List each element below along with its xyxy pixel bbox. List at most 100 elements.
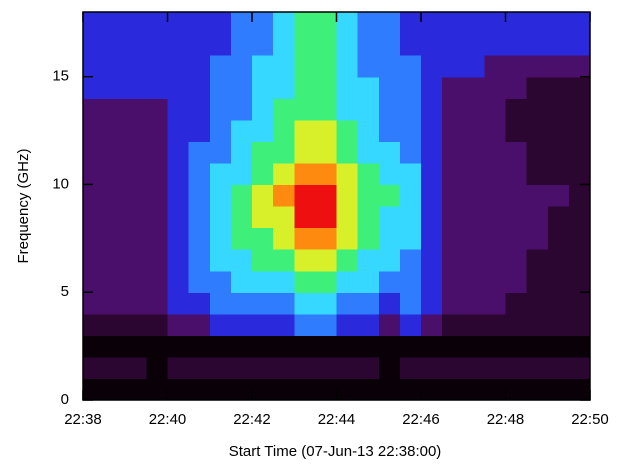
- cell: [484, 119, 507, 142]
- cell: [83, 33, 105, 56]
- cell: [526, 313, 549, 336]
- cell: [547, 55, 570, 78]
- cell: [315, 12, 338, 35]
- cell: [125, 33, 147, 56]
- cell: [167, 206, 190, 229]
- cell: [188, 98, 211, 121]
- cell: [336, 33, 359, 56]
- cell: [484, 141, 507, 164]
- cell: [378, 292, 401, 315]
- cell: [399, 270, 422, 293]
- cell: [83, 313, 105, 336]
- cell: [273, 292, 295, 315]
- cell: [146, 76, 169, 99]
- cell: [547, 249, 570, 272]
- cell: [505, 313, 528, 336]
- cell: [315, 162, 338, 186]
- cell: [421, 249, 443, 272]
- cell: [83, 76, 105, 99]
- cell: [83, 335, 105, 358]
- cell: [273, 249, 295, 272]
- cell: [315, 55, 338, 78]
- cell: [505, 76, 528, 99]
- cell: [315, 227, 338, 250]
- cell: [188, 119, 211, 142]
- cell: [463, 292, 485, 315]
- cell: [315, 249, 338, 272]
- cell: [230, 335, 253, 358]
- cell: [83, 292, 105, 315]
- y-axis-label: Frequency (GHz): [15, 148, 32, 263]
- cell: [336, 141, 359, 164]
- cell: [484, 12, 507, 35]
- cell: [294, 141, 316, 164]
- cell: [378, 249, 401, 272]
- cell: [104, 33, 126, 56]
- cell: [167, 292, 190, 315]
- cell: [442, 12, 464, 35]
- cell: [188, 33, 211, 56]
- cell: [505, 98, 528, 121]
- cell: [378, 227, 401, 250]
- cell: [104, 98, 126, 121]
- cell: [167, 227, 190, 250]
- cell: [378, 119, 401, 142]
- cell: [378, 55, 401, 78]
- cell: [399, 249, 422, 272]
- cell: [230, 55, 253, 78]
- cell: [463, 335, 485, 358]
- cell: [273, 33, 295, 56]
- cell: [294, 292, 316, 315]
- cell: [252, 55, 274, 78]
- cell: [294, 162, 316, 186]
- cell: [484, 335, 507, 358]
- cell: [315, 206, 338, 229]
- cell: [357, 141, 380, 164]
- cell: [547, 76, 570, 99]
- cell: [209, 12, 232, 35]
- cell: [125, 55, 147, 78]
- cell: [104, 335, 126, 358]
- cell: [125, 141, 147, 164]
- cell: [209, 98, 232, 121]
- cell: [294, 378, 316, 401]
- cell: [252, 119, 274, 142]
- cell: [463, 141, 485, 164]
- cell: [357, 292, 380, 315]
- cell: [336, 98, 359, 121]
- cell: [463, 249, 485, 272]
- cell: [526, 249, 549, 272]
- cell: [188, 356, 211, 380]
- cell: [378, 98, 401, 121]
- cell: [547, 335, 570, 358]
- cell: [167, 356, 190, 380]
- cell: [146, 206, 169, 229]
- cell: [83, 55, 105, 78]
- cell: [357, 335, 380, 358]
- cell: [357, 119, 380, 142]
- cell: [336, 12, 359, 35]
- cell: [568, 227, 591, 250]
- cell: [209, 184, 232, 207]
- cell: [399, 335, 422, 358]
- x-tick-label: 22:50: [571, 411, 609, 428]
- cell: [104, 292, 126, 315]
- cell: [547, 33, 570, 56]
- cell: [188, 55, 211, 78]
- cell: [104, 249, 126, 272]
- cell: [505, 249, 528, 272]
- cell: [273, 184, 295, 207]
- cell: [547, 206, 570, 229]
- cell: [547, 184, 570, 207]
- cell: [209, 162, 232, 186]
- cell: [547, 227, 570, 250]
- cell: [399, 55, 422, 78]
- y-tick-label: 15: [52, 68, 69, 85]
- cell: [378, 33, 401, 56]
- cell: [399, 356, 422, 380]
- cell: [83, 206, 105, 229]
- cell: [505, 162, 528, 186]
- cell: [568, 292, 591, 315]
- cell: [252, 162, 274, 186]
